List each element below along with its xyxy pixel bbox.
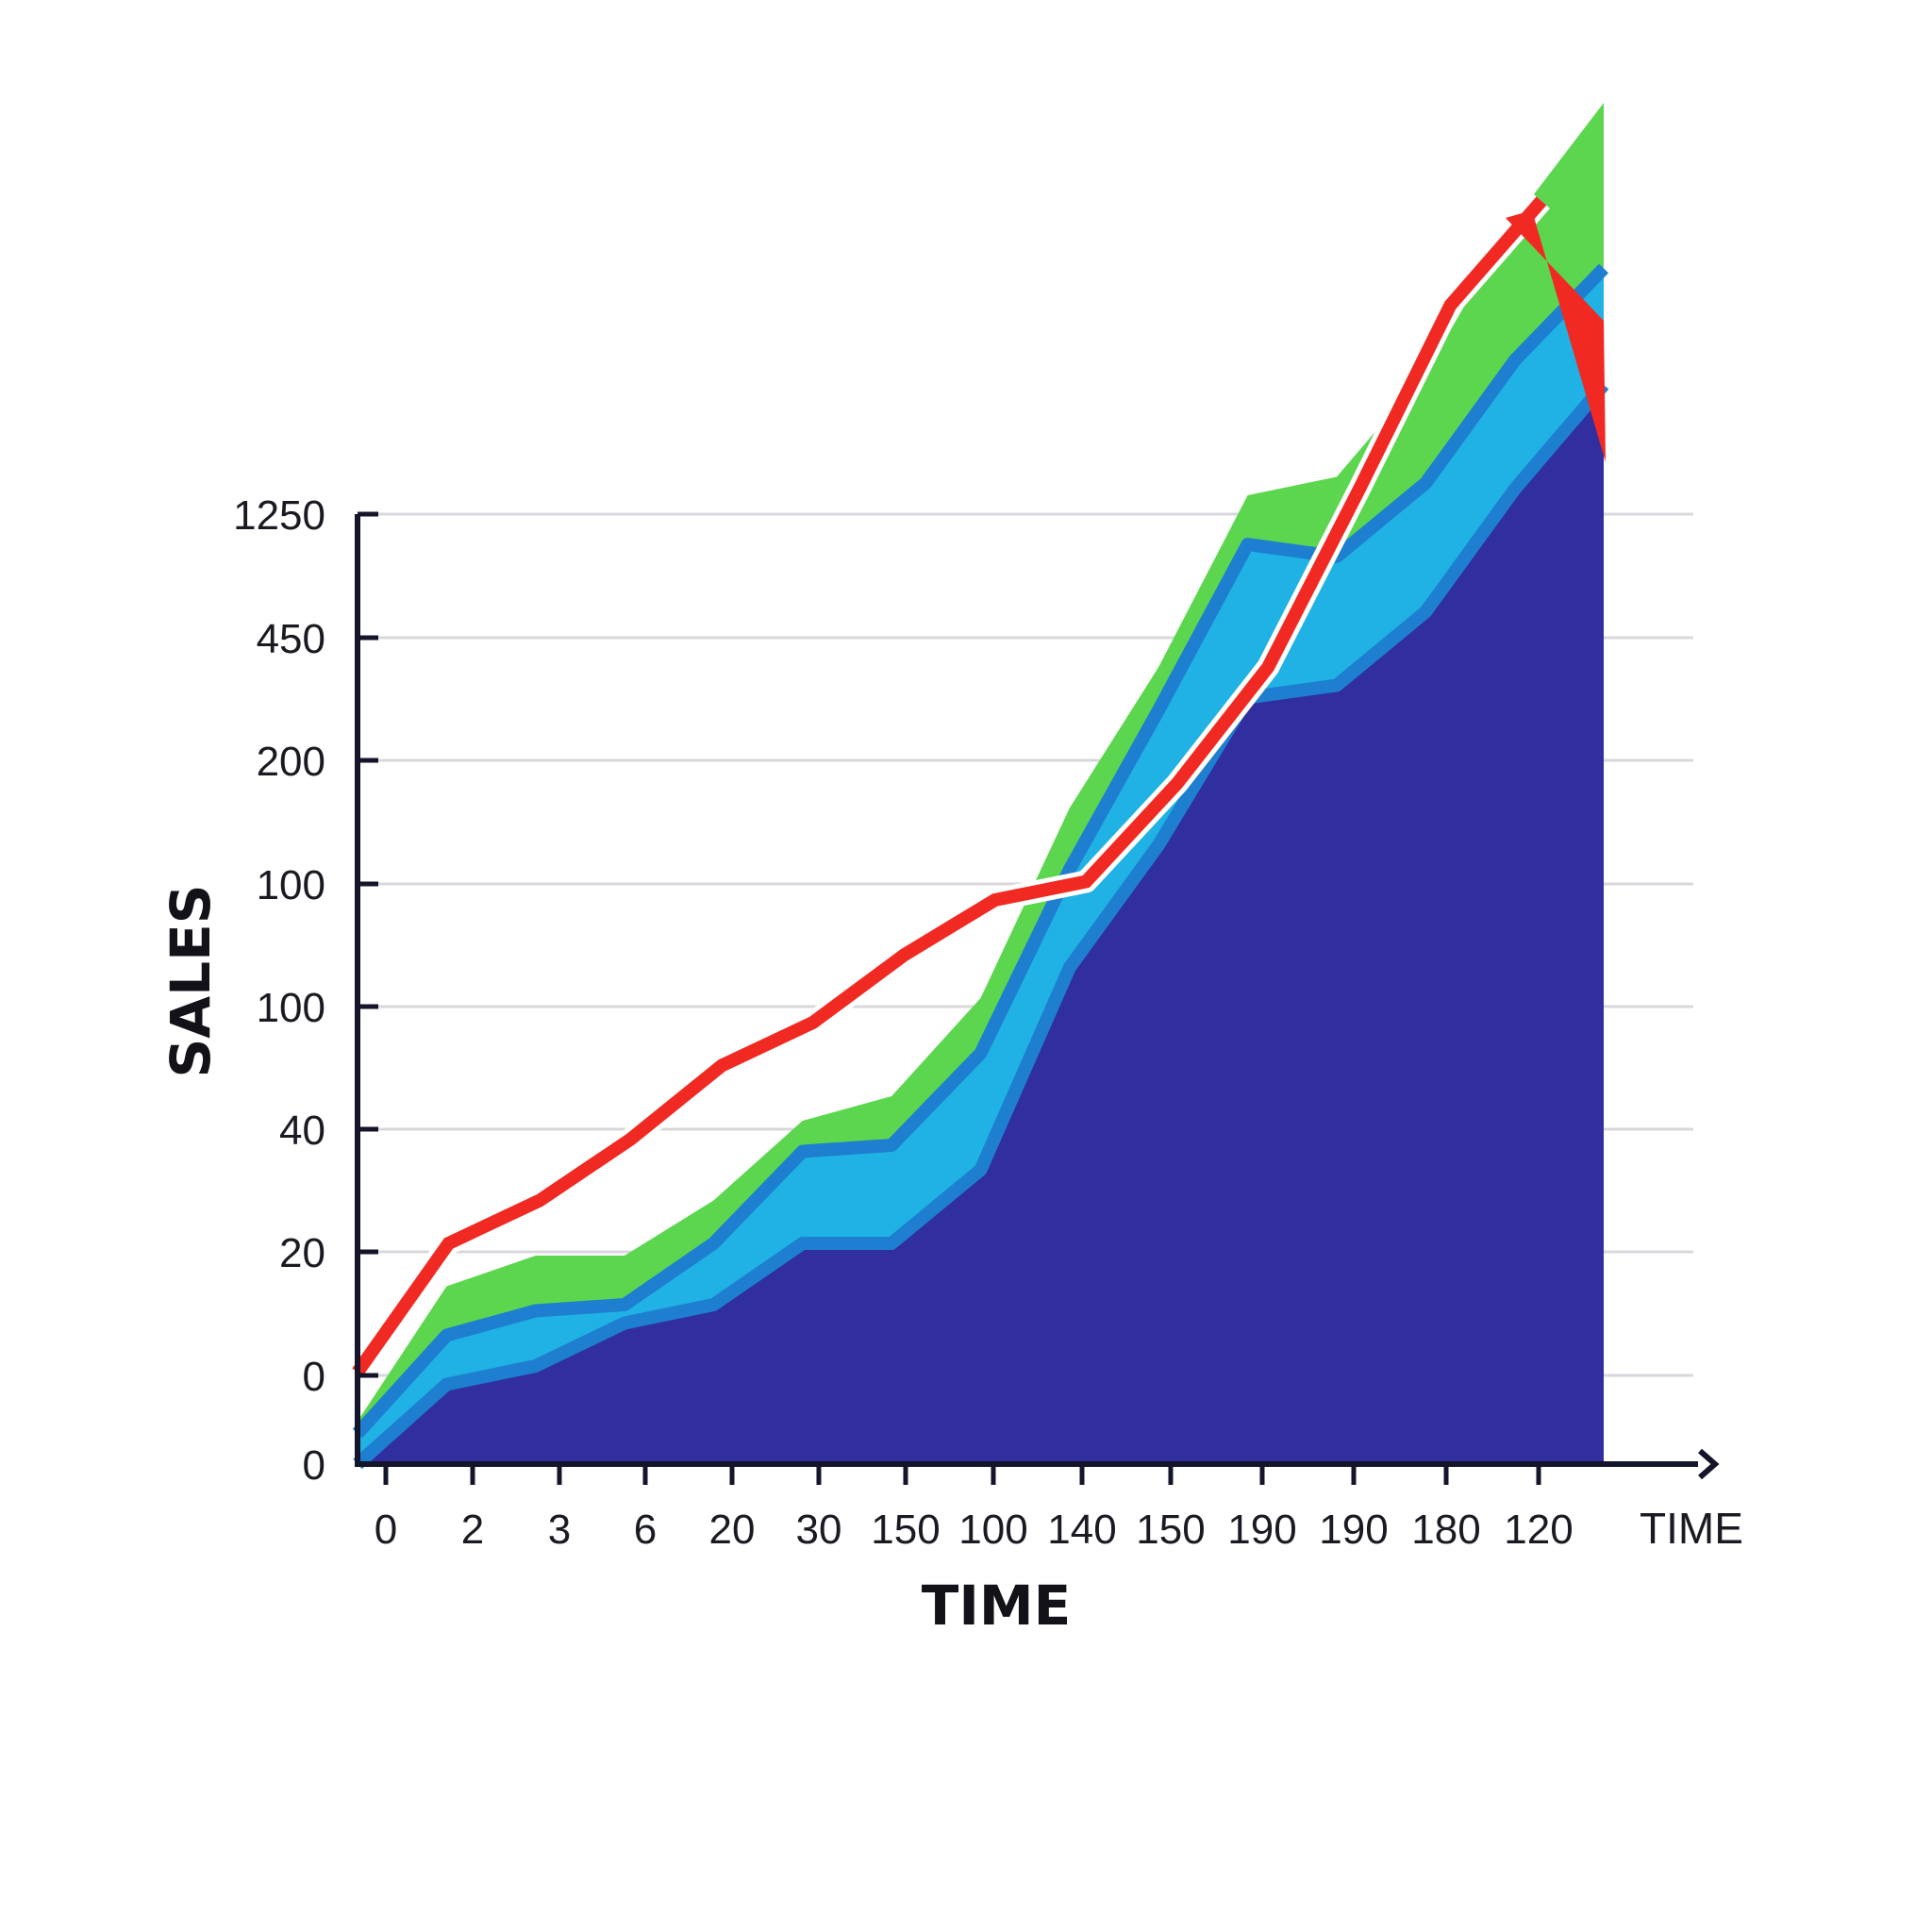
x-tick-labels: 0 2 3 6 20 30 150 100 140 150 190 190 180 120 [375,1507,1574,1553]
y-tick-label: 200 [257,739,325,785]
x-tick-label: 190 [1319,1507,1388,1553]
y-tick-label: 0 [303,1442,325,1489]
y-tick-label: 40 [279,1108,325,1154]
y-tick-label: 1250 [233,492,325,539]
top-series-area [358,103,1604,1434]
x-tick-label: 2 [461,1507,484,1553]
x-tick-label: 140 [1047,1507,1116,1553]
trend-arrowhead [1505,210,1606,462]
y-tick-label: 450 [257,616,325,662]
y-tick-label: 100 [257,985,325,1031]
x-tick-label: 150 [871,1507,940,1553]
x-tick-label: 150 [1136,1507,1205,1553]
x-tick-label: 180 [1411,1507,1480,1553]
x-tick-label: 190 [1227,1507,1296,1553]
x-tick-label: 100 [958,1507,1027,1553]
trend-line-group [348,193,1606,1379]
x-axis-arrow-icon [1698,1448,1720,1480]
x-axis-end-label: TIME [1640,1504,1743,1553]
axes [355,511,1720,1485]
y-axis-title: SALES [158,884,223,1077]
x-tick-label: 6 [634,1507,657,1553]
stacked-areas [352,103,1609,1470]
x-tick-label: 0 [375,1507,397,1553]
x-tick-label: 30 [796,1507,842,1553]
x-axis-title: TIME [922,1574,1071,1638]
x-tick-label: 20 [709,1507,756,1553]
y-tick-label: 20 [279,1230,325,1276]
x-tick-label: 3 [548,1507,571,1553]
band-edge-line [352,263,1609,1439]
y-tick-label: 0 [303,1354,325,1400]
middle-series-area [358,268,1604,1464]
y-tick-labels: 0 0 20 40 100 100 200 450 1250 [233,492,325,1489]
y-tick-label: 100 [257,862,325,908]
band-edge-line [353,380,1609,1470]
trend-line [352,196,1547,1376]
x-tick-label: 120 [1504,1507,1573,1553]
base-series-area [358,385,1604,1464]
